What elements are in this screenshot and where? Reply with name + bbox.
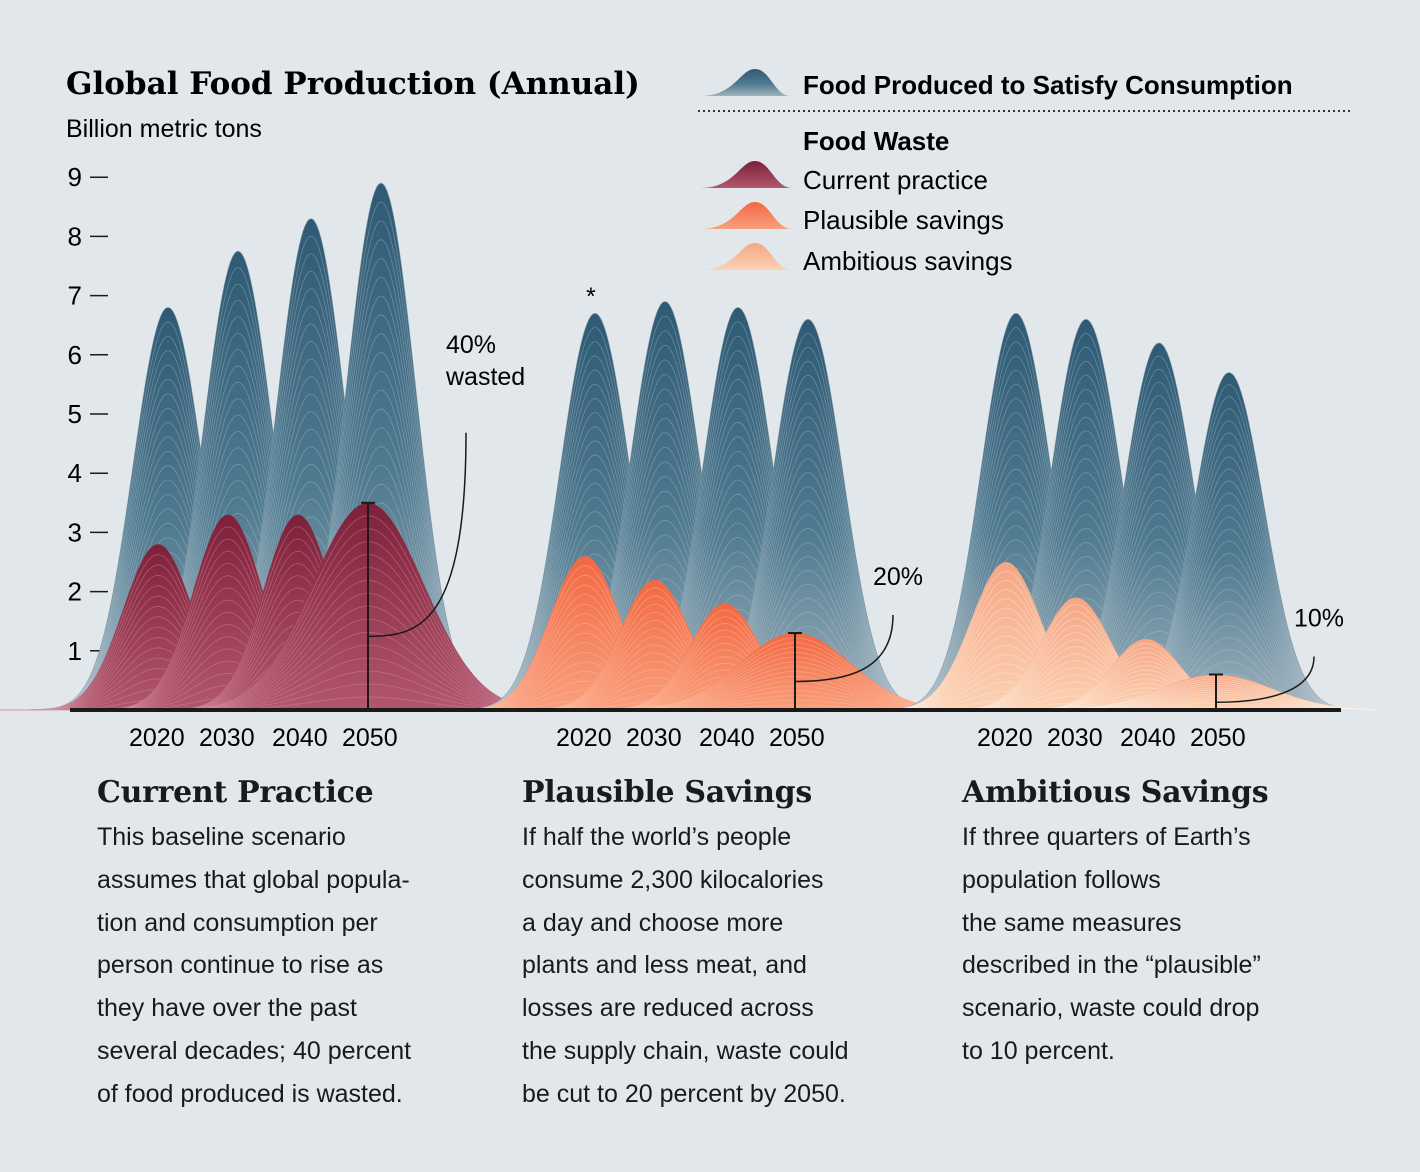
y-tick-label: 1: [68, 636, 82, 666]
annotation-20-percent: 20%: [788, 563, 923, 710]
annotation-leader: [1215, 656, 1315, 703]
annotation-label: 40%: [446, 331, 496, 359]
panel-line: of food produced is wasted.: [97, 1079, 403, 1108]
y-tick-label: 2: [68, 577, 82, 607]
y-tick-label: 3: [68, 517, 82, 547]
waste-mountain-2020: [846, 562, 1166, 710]
x-tick-label: 2040: [272, 724, 328, 752]
waste-mountain-2030: [495, 579, 815, 710]
panel-current-practice: Current Practice This baseline scenario …: [97, 772, 411, 1116]
legend-swatch-plausible: [700, 202, 792, 229]
x-tick-label: 2040: [699, 724, 755, 752]
panel-text: If half the world’s people consume 2,300…: [522, 816, 849, 1116]
panel-line: they have over the past: [97, 994, 357, 1023]
annotation-label: wasted: [445, 363, 525, 391]
panel-line: assumes that global popula-: [97, 865, 410, 894]
annotation-10-percent: 10%: [1209, 604, 1344, 710]
panel-heading: Current Practice: [97, 775, 374, 810]
legend-waste-heading: Food Waste: [803, 126, 949, 156]
x-tick-label: 2050: [342, 724, 398, 752]
x-tick-label: 2020: [977, 724, 1033, 752]
panel-line: losses are reduced across: [522, 994, 814, 1023]
legend-label-consumption: Food Produced to Satisfy Consumption: [803, 70, 1293, 100]
annotation-label: 10%: [1294, 604, 1344, 632]
chart-title: Global Food Production (Annual): [66, 66, 640, 102]
y-axis: 1 2 3 4 5 6 7 8 9: [68, 162, 108, 666]
panel-line: population follows: [962, 865, 1161, 894]
x-tick-label: 2020: [129, 724, 185, 752]
asterisk-note: *: [586, 283, 596, 311]
annotation-40-percent: 40% wasted: [361, 331, 525, 710]
y-tick-label: 5: [68, 399, 82, 429]
panel-line: to 10 percent.: [962, 1036, 1115, 1065]
panel-plausible-savings: Plausible Savings If half the world’s pe…: [522, 772, 849, 1116]
x-axis: 2020 2030 2040 2050 2020 2030 2040 2050 2020 2030…: [129, 724, 1246, 752]
panel-text: If three quarters of Earth’s population …: [962, 816, 1268, 1073]
panel-line: be cut to 20 percent by 2050.: [522, 1079, 846, 1108]
panel-line: This baseline scenario: [97, 823, 346, 851]
waste-mountain-2020: [425, 556, 745, 710]
annotation-label: 20%: [873, 563, 923, 591]
mountain-series: [0, 182, 1377, 711]
scenario-plausible-savings: [424, 301, 956, 711]
y-tick-label: 6: [68, 340, 82, 370]
legend-swatch-ambitious: [700, 243, 792, 270]
x-tick-label: 2030: [1047, 724, 1103, 752]
x-tick-label: 2020: [556, 724, 612, 752]
panel-line: If half the world’s people: [522, 823, 792, 851]
waste-mountain-2040: [986, 638, 1306, 710]
panel-heading: Plausible Savings: [522, 775, 812, 810]
y-tick-label: 4: [68, 458, 82, 488]
y-tick-label: 8: [68, 221, 82, 251]
x-tick-label: 2050: [1190, 724, 1246, 752]
panel-line: several decades; 40 percent: [97, 1036, 412, 1065]
scenario-ambitious-savings: [845, 313, 1377, 711]
panel-line: a day and choose more: [522, 908, 784, 937]
scenario-current-practice: [0, 182, 529, 711]
panel-line: plants and less meat, and: [522, 951, 807, 980]
x-tick-label: 2050: [769, 724, 825, 752]
waste-mountain-2040: [565, 603, 885, 710]
panel-line: scenario, waste could drop: [962, 994, 1260, 1023]
panel-line: tion and consumption per: [97, 908, 378, 937]
waste-mountain-2040: [138, 514, 458, 710]
y-tick-label: 9: [68, 162, 82, 192]
legend-label-plausible: Plausible savings: [803, 205, 1004, 235]
panel-heading: Ambitious Savings: [962, 775, 1269, 810]
annotations: 40% wasted 20% 10%: [361, 331, 1344, 710]
panel-ambitious-savings: Ambitious Savings If three quarters of E…: [962, 772, 1269, 1073]
annotation-leader: [367, 432, 467, 638]
x-tick-label: 2040: [1120, 724, 1176, 752]
legend: Food Produced to Satisfy Consumption Foo…: [698, 69, 1350, 276]
waste-mountain-2020: [0, 544, 318, 710]
panel-line: the same measures: [962, 908, 1182, 937]
y-tick-label: 7: [68, 281, 82, 311]
panel-line: consume 2,300 kilocalories: [522, 865, 824, 894]
panel-line: described in the “plausible”: [962, 951, 1261, 980]
panel-line: person continue to rise as: [97, 951, 384, 980]
panel-line: the supply chain, waste could: [522, 1036, 849, 1065]
annotation-leader: [794, 615, 894, 683]
legend-label-current: Current practice: [803, 165, 988, 195]
waste-mountain-2030: [916, 597, 1236, 710]
legend-label-ambitious: Ambitious savings: [803, 246, 1013, 276]
x-tick-label: 2030: [626, 724, 682, 752]
panel-text: This baseline scenario assumes that glob…: [97, 816, 411, 1116]
waste-mountain-2030: [68, 514, 388, 710]
legend-swatch-consumption: [700, 69, 790, 96]
panel-line: If three quarters of Earth’s: [962, 823, 1251, 851]
chart-subtitle: Billion metric tons: [66, 115, 262, 143]
legend-swatch-current: [700, 161, 792, 188]
x-tick-label: 2030: [199, 724, 255, 752]
